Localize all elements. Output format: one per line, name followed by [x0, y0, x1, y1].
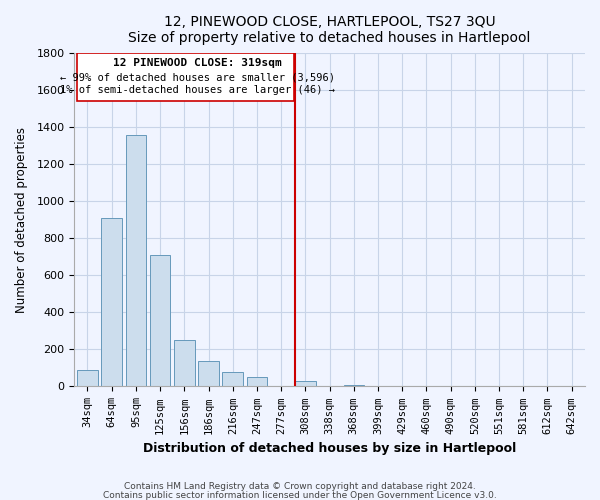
- Title: 12, PINEWOOD CLOSE, HARTLEPOOL, TS27 3QU
Size of property relative to detached h: 12, PINEWOOD CLOSE, HARTLEPOOL, TS27 3QU…: [128, 15, 531, 45]
- Y-axis label: Number of detached properties: Number of detached properties: [15, 127, 28, 313]
- Bar: [198, 360, 219, 386]
- Text: 1% of semi-detached houses are larger (46) →: 1% of semi-detached houses are larger (4…: [60, 86, 335, 96]
- Text: 12 PINEWOOD CLOSE: 319sqm: 12 PINEWOOD CLOSE: 319sqm: [113, 58, 282, 68]
- FancyBboxPatch shape: [77, 54, 294, 102]
- Bar: [344, 384, 364, 386]
- Bar: [223, 372, 243, 386]
- Bar: [295, 381, 316, 386]
- Bar: [247, 377, 267, 386]
- Bar: [101, 218, 122, 386]
- Bar: [77, 370, 98, 386]
- Bar: [174, 340, 194, 386]
- Bar: [125, 134, 146, 386]
- Text: Contains HM Land Registry data © Crown copyright and database right 2024.: Contains HM Land Registry data © Crown c…: [124, 482, 476, 491]
- Text: ← 99% of detached houses are smaller (3,596): ← 99% of detached houses are smaller (3,…: [60, 72, 335, 83]
- Bar: [150, 255, 170, 386]
- Text: Contains public sector information licensed under the Open Government Licence v3: Contains public sector information licen…: [103, 490, 497, 500]
- X-axis label: Distribution of detached houses by size in Hartlepool: Distribution of detached houses by size …: [143, 442, 516, 455]
